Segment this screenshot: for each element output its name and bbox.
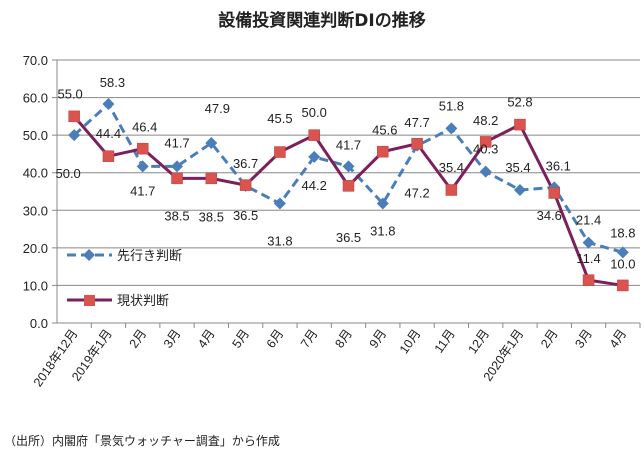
marker-sakiyuki <box>616 246 629 259</box>
marker-genjo <box>102 150 115 162</box>
data-label-genjo: 46.4 <box>132 120 157 135</box>
data-label-sakiyuki: 36.1 <box>546 158 571 173</box>
data-label-sakiyuki: 47.9 <box>205 101 230 116</box>
data-label-sakiyuki: 21.4 <box>576 213 601 228</box>
data-label-sakiyuki: 31.8 <box>370 224 395 239</box>
data-label-genjo: 34.6 <box>537 208 562 223</box>
legend-label-genjo: 現状判断 <box>117 293 169 308</box>
marker-sakiyuki <box>513 183 526 196</box>
data-label-sakiyuki: 41.7 <box>164 135 189 150</box>
data-label-genjo: 38.5 <box>164 208 189 223</box>
marker-genjo <box>239 179 252 191</box>
marker-sakiyuki <box>308 150 321 163</box>
marker-sakiyuki <box>479 165 492 178</box>
marker-genjo <box>445 184 458 196</box>
x-tick-label: 4月 <box>195 327 218 351</box>
data-label-genjo: 52.8 <box>507 95 532 110</box>
data-label-sakiyuki: 36.5 <box>233 208 258 223</box>
legend-marker-genjo <box>84 295 95 306</box>
x-tick-label: 3月 <box>161 327 184 351</box>
marker-sakiyuki <box>68 129 81 142</box>
legend-label-sakiyuki: 先行き判断 <box>117 248 182 263</box>
data-label-sakiyuki: 58.3 <box>100 75 125 90</box>
x-tick-label: 3月 <box>572 327 595 351</box>
x-tick-label: 7月 <box>298 327 321 351</box>
marker-genjo <box>205 172 218 185</box>
data-label-genjo: 38.5 <box>199 209 224 224</box>
data-label-genjo: 10.0 <box>610 256 635 271</box>
marker-genjo <box>171 172 183 185</box>
marker-sakiyuki <box>136 160 149 173</box>
data-label-sakiyuki: 50.0 <box>55 166 80 181</box>
y-tick-label: 40.0 <box>23 166 48 181</box>
marker-genjo <box>479 136 492 148</box>
data-label-sakiyuki: 31.8 <box>267 234 292 249</box>
data-label-genjo: 36.5 <box>336 230 361 245</box>
marker-genjo <box>548 187 561 199</box>
x-tick-label: 9月 <box>367 327 390 351</box>
marker-genjo <box>274 146 286 158</box>
marker-sakiyuki <box>102 97 115 110</box>
data-label-genjo: 47.7 <box>404 115 429 130</box>
x-tick-label: 2018年12月 <box>31 327 81 390</box>
y-tick-label: 30.0 <box>23 203 48 218</box>
marker-sakiyuki <box>582 236 595 249</box>
x-tick-label: 4月 <box>607 327 630 351</box>
y-tick-label: 20.0 <box>23 241 48 256</box>
data-label-sakiyuki: 18.8 <box>610 225 635 240</box>
data-label-sakiyuki: 41.7 <box>336 137 361 152</box>
data-label-sakiyuki: 51.8 <box>439 98 464 113</box>
marker-genjo <box>136 142 149 155</box>
data-label-genjo: 45.6 <box>372 123 397 138</box>
data-label-genjo: 55.0 <box>57 86 82 101</box>
marker-genjo <box>308 129 320 141</box>
x-tick-label: 2月 <box>538 327 561 351</box>
data-label-sakiyuki: 44.2 <box>302 178 327 193</box>
data-label-genjo: 48.2 <box>473 113 498 128</box>
y-tick-label: 10.0 <box>23 278 48 293</box>
marker-genjo <box>617 279 629 292</box>
marker-genjo <box>514 118 526 131</box>
y-tick-label: 0.0 <box>30 316 48 331</box>
data-label-genjo: 35.4 <box>439 160 464 175</box>
data-label-sakiyuki: 47.2 <box>404 186 429 201</box>
marker-sakiyuki <box>342 160 355 173</box>
marker-sakiyuki <box>273 197 286 210</box>
y-tick-label: 50.0 <box>23 128 48 143</box>
marker-genjo <box>68 110 80 123</box>
data-label-genjo: 50.0 <box>302 105 327 120</box>
marker-genjo <box>377 145 389 158</box>
x-tick-label: 8月 <box>332 327 355 351</box>
chart-title: 設備投資関連判断DIの推移 <box>218 11 426 31</box>
data-label-genjo: 44.4 <box>96 126 121 141</box>
marker-sakiyuki <box>376 197 389 210</box>
y-tick-label: 60.0 <box>23 91 48 106</box>
x-tick-label: 6月 <box>264 327 287 351</box>
data-label-genjo: 11.4 <box>576 251 600 266</box>
legend-marker-sakiyuki <box>83 249 95 261</box>
data-label-genjo: 36.7 <box>233 156 258 171</box>
data-label-sakiyuki: 41.7 <box>130 183 155 198</box>
data-label-genjo: 45.5 <box>267 111 292 126</box>
y-tick-label: 70.0 <box>23 53 48 68</box>
source-note: （出所）内閣府「景気ウォッチャー調査」から作成 <box>4 434 280 448</box>
data-label-sakiyuki: 35.4 <box>505 160 530 175</box>
marker-sakiyuki <box>205 137 218 150</box>
x-tick-label: 5月 <box>229 327 252 351</box>
marker-sakiyuki <box>171 160 184 173</box>
marker-sakiyuki <box>445 122 458 135</box>
data-label-sakiyuki: 40.3 <box>473 142 498 157</box>
x-tick-label: 11月 <box>432 327 458 356</box>
marker-genjo <box>411 138 423 150</box>
marker-genjo <box>582 274 595 286</box>
x-tick-label: 10月 <box>397 327 424 357</box>
marker-genjo <box>342 180 355 192</box>
x-tick-label: 12月 <box>466 327 493 357</box>
x-tick-label: 2月 <box>127 327 150 351</box>
